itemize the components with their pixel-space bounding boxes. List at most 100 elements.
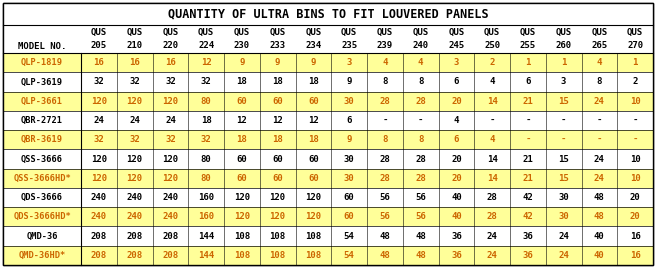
Text: 36: 36 xyxy=(451,232,462,241)
Text: 144: 144 xyxy=(198,251,215,260)
Text: 234: 234 xyxy=(305,41,321,50)
Text: QUS: QUS xyxy=(162,28,178,37)
Text: 42: 42 xyxy=(522,212,533,221)
Text: -: - xyxy=(489,116,495,125)
Text: 120: 120 xyxy=(234,193,250,202)
Text: 9: 9 xyxy=(346,77,352,86)
Text: 120: 120 xyxy=(162,97,178,106)
Text: 8: 8 xyxy=(418,77,423,86)
Text: 9: 9 xyxy=(311,58,316,67)
Text: 60: 60 xyxy=(237,174,247,183)
Text: 54: 54 xyxy=(344,232,354,241)
Text: 120: 120 xyxy=(127,154,143,163)
Text: QUS: QUS xyxy=(305,28,321,37)
Text: 80: 80 xyxy=(201,154,211,163)
Text: QBR-2721: QBR-2721 xyxy=(21,116,63,125)
Text: 28: 28 xyxy=(487,212,497,221)
Text: -: - xyxy=(561,116,566,125)
Text: 240: 240 xyxy=(91,193,107,202)
Text: 36: 36 xyxy=(522,232,533,241)
Text: 12: 12 xyxy=(201,58,211,67)
Text: 4: 4 xyxy=(454,116,459,125)
Text: 24: 24 xyxy=(594,97,605,106)
Text: 12: 12 xyxy=(237,116,247,125)
Text: 30: 30 xyxy=(344,174,354,183)
Text: 16: 16 xyxy=(94,58,104,67)
Text: 80: 80 xyxy=(201,174,211,183)
Text: 208: 208 xyxy=(91,232,107,241)
Text: 30: 30 xyxy=(344,97,354,106)
Text: 32: 32 xyxy=(201,77,211,86)
Text: 14: 14 xyxy=(487,97,497,106)
Text: 240: 240 xyxy=(127,212,143,221)
Text: 108: 108 xyxy=(305,232,321,241)
Text: QUS: QUS xyxy=(234,28,250,37)
Bar xyxy=(3,25,653,53)
Text: 42: 42 xyxy=(522,193,533,202)
Text: 56: 56 xyxy=(415,193,426,202)
Text: 120: 120 xyxy=(162,154,178,163)
Text: 4: 4 xyxy=(418,58,423,67)
Text: 3: 3 xyxy=(346,58,352,67)
Text: 120: 120 xyxy=(234,212,250,221)
Text: 14: 14 xyxy=(487,154,497,163)
Text: 20: 20 xyxy=(630,212,640,221)
Text: QUS: QUS xyxy=(341,28,357,37)
Text: 160: 160 xyxy=(198,193,215,202)
Text: 48: 48 xyxy=(380,251,390,260)
Text: 120: 120 xyxy=(305,212,321,221)
Bar xyxy=(3,149,653,169)
Text: 60: 60 xyxy=(344,193,354,202)
Text: 24: 24 xyxy=(129,116,140,125)
Text: 48: 48 xyxy=(594,212,605,221)
Text: 245: 245 xyxy=(448,41,464,50)
Text: 18: 18 xyxy=(201,116,211,125)
Text: 24: 24 xyxy=(94,116,104,125)
Text: 120: 120 xyxy=(162,174,178,183)
Text: 60: 60 xyxy=(308,154,319,163)
Text: 60: 60 xyxy=(272,97,283,106)
Text: -: - xyxy=(382,116,388,125)
Text: 60: 60 xyxy=(308,174,319,183)
Text: 108: 108 xyxy=(270,251,285,260)
Bar xyxy=(3,53,653,72)
Text: 3: 3 xyxy=(561,77,566,86)
Text: 15: 15 xyxy=(558,97,569,106)
Text: 6: 6 xyxy=(454,135,459,144)
Text: 108: 108 xyxy=(234,251,250,260)
Text: 28: 28 xyxy=(487,193,497,202)
Text: 208: 208 xyxy=(127,232,143,241)
Text: 32: 32 xyxy=(129,135,140,144)
Text: 48: 48 xyxy=(415,251,426,260)
Text: 15: 15 xyxy=(558,174,569,183)
Text: QUS: QUS xyxy=(198,28,215,37)
Text: 10: 10 xyxy=(630,174,640,183)
Text: QUANTITY OF ULTRA BINS TO FIT LOUVERED PANELS: QUANTITY OF ULTRA BINS TO FIT LOUVERED P… xyxy=(168,8,488,20)
Text: 240: 240 xyxy=(91,212,107,221)
Text: 36: 36 xyxy=(451,251,462,260)
Text: 28: 28 xyxy=(415,174,426,183)
Text: 32: 32 xyxy=(165,135,176,144)
Bar xyxy=(3,72,653,92)
Text: QSS-3666: QSS-3666 xyxy=(21,154,63,163)
Text: 40: 40 xyxy=(594,251,605,260)
Text: 60: 60 xyxy=(272,154,283,163)
Text: MODEL NO.: MODEL NO. xyxy=(18,42,66,51)
Text: QUS: QUS xyxy=(484,28,500,37)
Text: 24: 24 xyxy=(487,251,497,260)
Text: 20: 20 xyxy=(451,97,462,106)
Text: 48: 48 xyxy=(594,193,605,202)
Text: 8: 8 xyxy=(418,135,423,144)
Text: 16: 16 xyxy=(630,232,640,241)
Text: 20: 20 xyxy=(451,154,462,163)
Text: QUS: QUS xyxy=(591,28,607,37)
Text: 240: 240 xyxy=(162,212,178,221)
Text: 233: 233 xyxy=(270,41,285,50)
Text: 208: 208 xyxy=(91,251,107,260)
Text: 60: 60 xyxy=(237,97,247,106)
Text: 20: 20 xyxy=(630,193,640,202)
Text: 10: 10 xyxy=(630,154,640,163)
Text: 6: 6 xyxy=(454,77,459,86)
Text: 32: 32 xyxy=(94,135,104,144)
Text: 120: 120 xyxy=(270,193,285,202)
